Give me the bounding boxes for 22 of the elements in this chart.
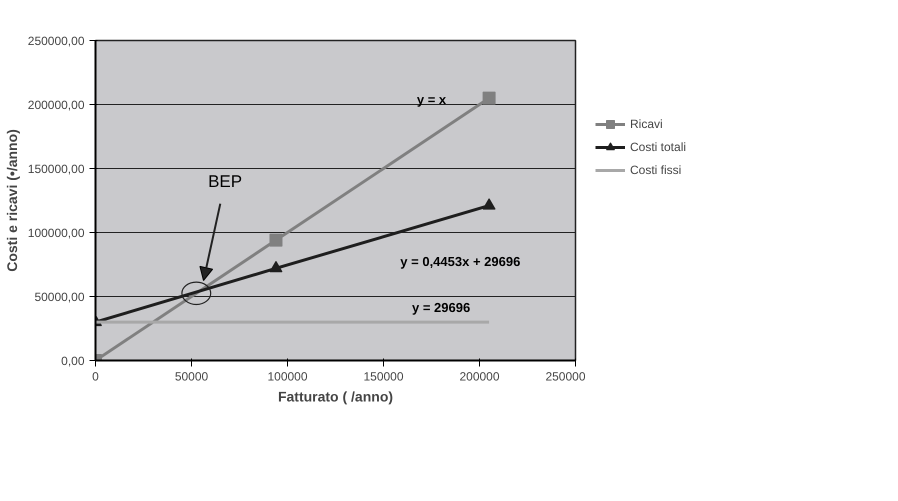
x-tick-label: 150000 — [363, 370, 404, 384]
legend-label: Costi fissi — [630, 162, 682, 176]
annotation: y = x — [416, 92, 447, 108]
x-tick-label: 0 — [92, 370, 100, 384]
y-tick-label: 0,00 — [61, 354, 85, 368]
x-tick-label: 250000 — [545, 370, 586, 384]
y-tick-label: 150000,00 — [28, 162, 85, 176]
x-tick-label: 50000 — [174, 370, 209, 384]
x-tick-label: 200000 — [459, 370, 500, 384]
y-tick-label: 50000,00 — [34, 290, 85, 304]
point — [482, 198, 496, 210]
y-tick-label: 250000,00 — [28, 34, 85, 48]
y-axis-title: Costi e ricavi (•/anno) — [4, 129, 20, 272]
legend-label: Costi totali — [630, 140, 686, 154]
y-tick-label: 200000,00 — [28, 98, 85, 112]
legend-label: Ricavi — [630, 116, 663, 130]
x-tick-label: 100000 — [267, 370, 308, 384]
annotation: y = 29696 — [412, 300, 470, 316]
annotation: y = 0,4453x + 29696 — [400, 254, 520, 269]
y-tick-label: 100000,00 — [28, 226, 85, 240]
x-axis-title: Fatturato ( /anno) — [278, 388, 394, 404]
annotation: BEP — [208, 172, 242, 191]
